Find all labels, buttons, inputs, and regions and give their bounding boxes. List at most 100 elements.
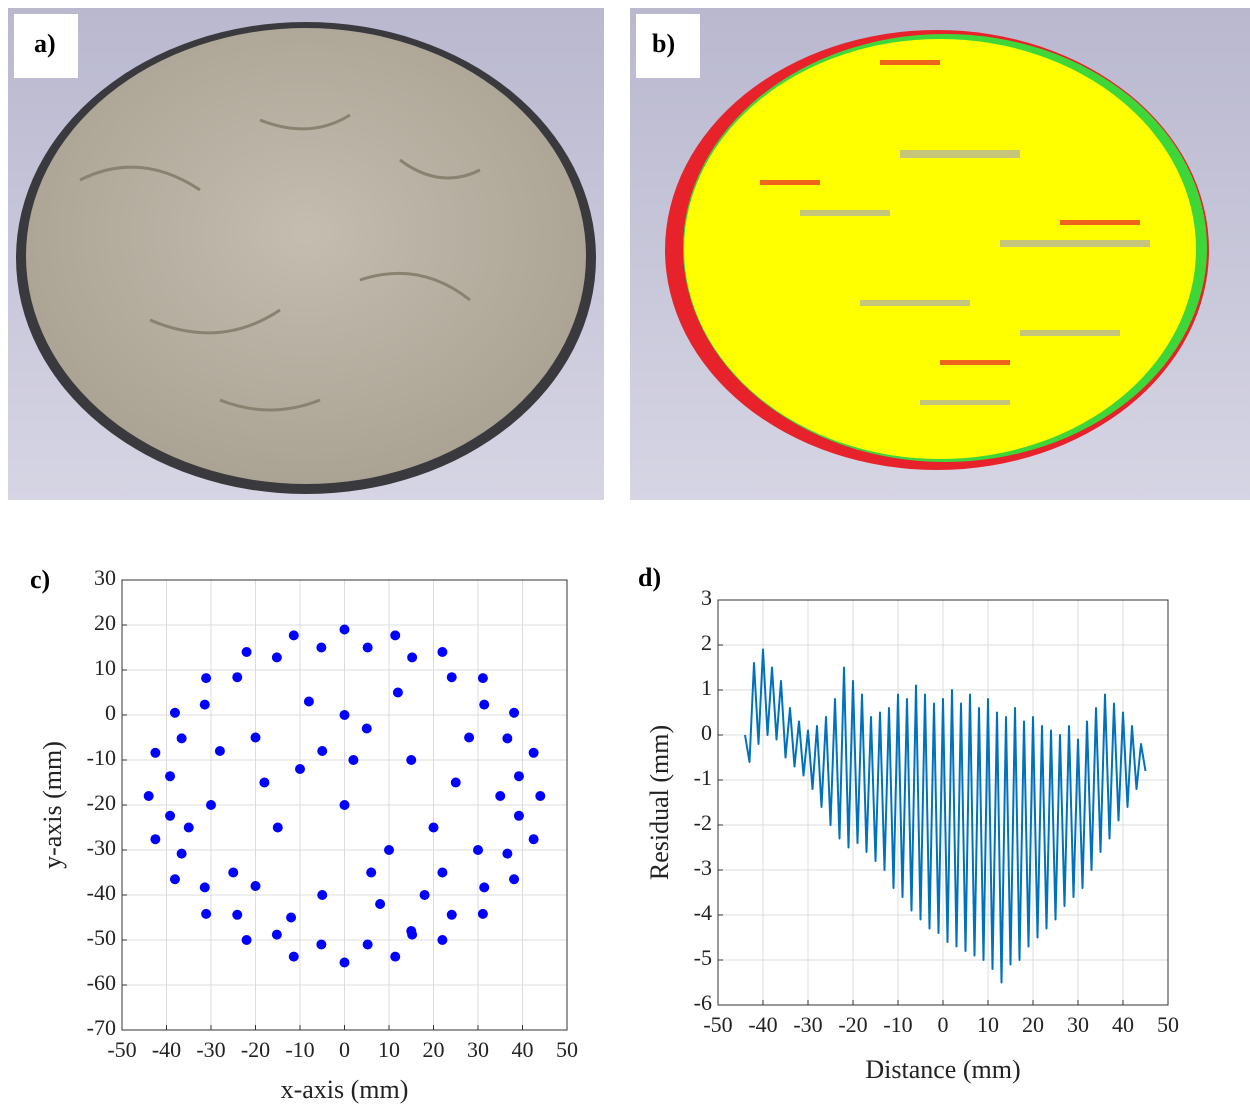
point <box>528 834 539 845</box>
x-tick-label: -30 <box>793 1012 822 1037</box>
point <box>473 845 483 855</box>
photo-a: a) <box>8 8 604 500</box>
y-tick-label: 0 <box>701 720 712 745</box>
point <box>250 732 261 743</box>
x-tick-label: -30 <box>196 1037 225 1062</box>
x-tick-label: 20 <box>423 1037 445 1062</box>
y-tick-label: -70 <box>87 1015 116 1040</box>
point <box>271 929 282 940</box>
point <box>288 630 299 641</box>
y-tick-label: 1 <box>701 675 712 700</box>
point <box>316 642 327 653</box>
x-tick-label: 40 <box>1112 1012 1134 1037</box>
plot-frame <box>717 599 1169 1006</box>
point <box>535 791 546 801</box>
x-tick-label: -20 <box>241 1037 270 1062</box>
point <box>176 733 187 744</box>
point <box>479 882 490 893</box>
point <box>502 848 513 859</box>
x-tick-label: -50 <box>703 1012 732 1037</box>
point <box>176 848 187 859</box>
x-tick-label: -40 <box>748 1012 777 1037</box>
x-axis-label: x-axis (mm) <box>281 1075 409 1104</box>
y-tick-label: 0 <box>105 700 116 725</box>
point <box>288 951 299 962</box>
point <box>348 755 359 765</box>
point <box>317 890 328 900</box>
y-tick-label: -2 <box>694 810 712 835</box>
point <box>437 647 448 657</box>
point <box>502 733 513 744</box>
plot-frame <box>121 579 568 1031</box>
y-tick-label: -6 <box>694 990 712 1015</box>
point <box>271 652 282 663</box>
point <box>214 746 225 756</box>
point <box>392 687 403 698</box>
y-tick-label: 30 <box>94 565 116 590</box>
panel-label: a) <box>34 29 56 58</box>
x-tick-label: 10 <box>977 1012 999 1037</box>
point <box>406 755 417 765</box>
x-tick-label: 50 <box>1157 1012 1179 1037</box>
point <box>428 822 439 833</box>
y-tick-label: -4 <box>694 900 712 925</box>
y-tick-label: 3 <box>701 585 712 610</box>
y-tick-label: -60 <box>87 970 116 995</box>
point <box>150 834 161 845</box>
point <box>528 747 539 758</box>
point <box>169 707 180 718</box>
x-tick-label: -10 <box>285 1037 314 1062</box>
point <box>361 723 372 734</box>
y-tick-label: -1 <box>694 765 712 790</box>
point <box>446 909 457 920</box>
point <box>272 822 283 833</box>
point <box>199 699 210 710</box>
y-tick-label: -20 <box>87 790 116 815</box>
line <box>744 648 1147 984</box>
point <box>390 951 401 962</box>
point <box>250 881 261 891</box>
y-tick-label: -50 <box>87 925 116 950</box>
point <box>259 777 270 788</box>
point <box>241 647 252 657</box>
y-tick-label: 10 <box>94 655 116 680</box>
point <box>241 935 252 945</box>
photo-b: b) <box>630 8 1250 500</box>
y-tick-label: 2 <box>701 630 712 655</box>
x-tick-label: 50 <box>556 1037 578 1062</box>
point <box>362 939 373 950</box>
x-tick-label: -10 <box>883 1012 912 1037</box>
point <box>317 746 328 756</box>
y-tick-label: -10 <box>87 745 116 770</box>
x-tick-label: 40 <box>512 1037 534 1062</box>
point <box>464 732 475 743</box>
y-tick-label: -5 <box>694 945 712 970</box>
point <box>407 652 418 663</box>
y-axis-label: y-axis (mm) <box>38 741 67 869</box>
x-tick-label: -50 <box>107 1037 136 1062</box>
x-tick-label: 10 <box>378 1037 400 1062</box>
point <box>183 822 194 833</box>
point <box>390 630 401 641</box>
point <box>513 771 524 782</box>
x-tick-label: 30 <box>1067 1012 1089 1037</box>
point <box>165 771 176 782</box>
point <box>366 867 377 878</box>
point <box>232 672 243 683</box>
point <box>375 899 386 909</box>
x-tick-label: 20 <box>1022 1012 1044 1037</box>
point <box>450 777 461 788</box>
point <box>477 673 488 684</box>
x-tick-label: 0 <box>938 1012 949 1037</box>
x-tick-label: -40 <box>152 1037 181 1062</box>
point <box>339 624 350 635</box>
point <box>206 800 216 810</box>
point <box>150 747 161 758</box>
point <box>169 874 180 885</box>
y-axis-label: Residual (mm) <box>645 725 674 880</box>
y-tick-label: 20 <box>94 610 116 635</box>
point <box>509 707 520 718</box>
point <box>165 810 176 821</box>
point <box>437 867 448 878</box>
